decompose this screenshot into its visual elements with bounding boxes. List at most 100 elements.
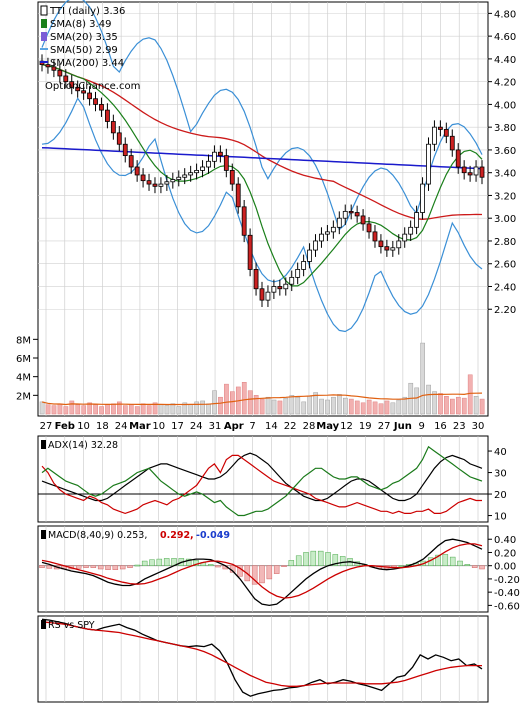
- volume-bar: [295, 396, 301, 415]
- x-tick-label: 24: [190, 421, 203, 432]
- macd-histogram-bar: [83, 565, 89, 568]
- candle-body: [360, 215, 366, 225]
- adx-label: ADX(14) 32.28: [48, 440, 118, 451]
- x-tick-label: 30: [472, 421, 485, 432]
- macd-histogram-bar: [156, 558, 163, 566]
- volume-bar: [319, 398, 324, 415]
- candle-body: [271, 286, 277, 293]
- volume-bar: [342, 397, 348, 415]
- volume-bar: [301, 401, 307, 415]
- sma8-line: [41, 64, 483, 287]
- indicator-series: [39, 445, 485, 697]
- macd-histogram-bar: [391, 565, 397, 568]
- legend-label-tti: TTI (daily) 3.36: [49, 6, 125, 17]
- rs-label: RS vs SPY: [48, 620, 95, 631]
- rs-swatch: [41, 620, 46, 629]
- candle-body: [384, 246, 390, 251]
- macd-signal-value: 0.292,: [160, 530, 194, 541]
- candle-body: [330, 226, 336, 233]
- macd-tick-label: -0.20: [494, 575, 520, 586]
- macd-histogram-bar: [325, 552, 331, 566]
- volume-bar: [158, 404, 164, 415]
- volume-bar: [348, 398, 354, 415]
- candle-body: [134, 166, 140, 176]
- x-tick-label: 14: [265, 421, 278, 432]
- volume-bar: [146, 405, 152, 415]
- volume-bar: [390, 402, 396, 415]
- rs-series-line: [41, 618, 483, 697]
- legend-swatch-sma200: [40, 61, 48, 63]
- macd-histogram-bar: [259, 565, 265, 584]
- volume-bar: [372, 401, 378, 415]
- x-tick-label: 23: [453, 421, 466, 432]
- candle-body: [354, 212, 360, 217]
- x-tick-label: 27: [378, 421, 391, 432]
- x-tick-label: 9: [418, 421, 424, 432]
- candle-body: [128, 155, 134, 168]
- volume-bar: [182, 402, 188, 415]
- price-tick-label: 3.80: [494, 123, 516, 134]
- x-tick-label: 27: [40, 421, 53, 432]
- volume-bar: [134, 406, 140, 415]
- macd-histogram-bar: [237, 565, 243, 577]
- macd-histogram-bar: [303, 552, 309, 566]
- macd-tick-label: 0.40: [494, 535, 516, 546]
- adx-tick-label: 20: [494, 490, 507, 501]
- macd-histogram-bar: [149, 559, 155, 566]
- volume-bar: [57, 403, 63, 415]
- candle-body: [390, 247, 396, 251]
- candle-body: [116, 132, 122, 145]
- x-tick-label: 19: [359, 421, 372, 432]
- price-tick-label: 3.40: [494, 169, 516, 180]
- candle-body: [63, 75, 69, 83]
- x-tick-label: 16: [434, 421, 447, 432]
- x-tick-label: May: [316, 421, 339, 432]
- macd-histogram-bar: [398, 565, 405, 567]
- volume-bar: [473, 396, 479, 415]
- rs-legend: RS vs SPY: [41, 620, 95, 631]
- candle-body: [295, 269, 301, 278]
- macd-histogram-bar: [97, 565, 104, 570]
- volume-bar: [259, 398, 265, 415]
- volume-bar: [307, 396, 313, 415]
- macd-histogram-bar: [105, 565, 111, 570]
- volume-bar: [128, 404, 134, 415]
- volume-bar: [331, 396, 336, 415]
- adx-series-line: [41, 445, 483, 517]
- legend-label-sma20: SMA(20) 3.35: [50, 32, 118, 43]
- macd-series-line: [41, 543, 483, 599]
- price-tick-label: 2.60: [494, 260, 516, 271]
- legend-swatch-sma8: [41, 19, 47, 28]
- volume-bar: [241, 382, 247, 415]
- macd-histogram-bar: [266, 565, 273, 580]
- macd-histogram-bar: [75, 565, 82, 569]
- candle-body: [45, 64, 51, 68]
- bollinger-upper: [41, 0, 483, 231]
- axis-labels: 27 Feb 10 18 24 Mar 10 17 24 31 Apr 7 14 22 28 May 12 19 2…: [16, 9, 520, 612]
- macd-histogram-bar: [273, 565, 280, 574]
- volume-average: [41, 392, 483, 406]
- price-tick-label: 3.00: [494, 214, 516, 225]
- volume-bar: [194, 401, 200, 415]
- candle-body: [348, 210, 354, 214]
- macd-histogram-bar: [90, 565, 97, 568]
- adx-legend: ADX(14) 32.28: [41, 440, 118, 451]
- macd-histogram-bar: [46, 565, 53, 569]
- candle-body: [336, 217, 342, 228]
- candle-body: [414, 212, 419, 228]
- volume-bar: [265, 396, 271, 415]
- x-tick-label: Mar: [129, 421, 151, 432]
- candle-body: [449, 135, 455, 151]
- volume-bar: [188, 404, 194, 415]
- volume-bar: [206, 403, 211, 415]
- adx-swatch: [41, 440, 46, 449]
- macd-histogram-bar: [317, 550, 324, 566]
- price-tick-label: 2.80: [494, 237, 516, 248]
- candle-body: [307, 249, 312, 262]
- volume-bar: [402, 396, 408, 415]
- macd-histogram-bar: [215, 565, 221, 568]
- macd-histogram-bar: [471, 565, 478, 568]
- candle-body: [75, 86, 81, 92]
- volume-bar: [396, 399, 402, 415]
- candle-body: [283, 283, 289, 290]
